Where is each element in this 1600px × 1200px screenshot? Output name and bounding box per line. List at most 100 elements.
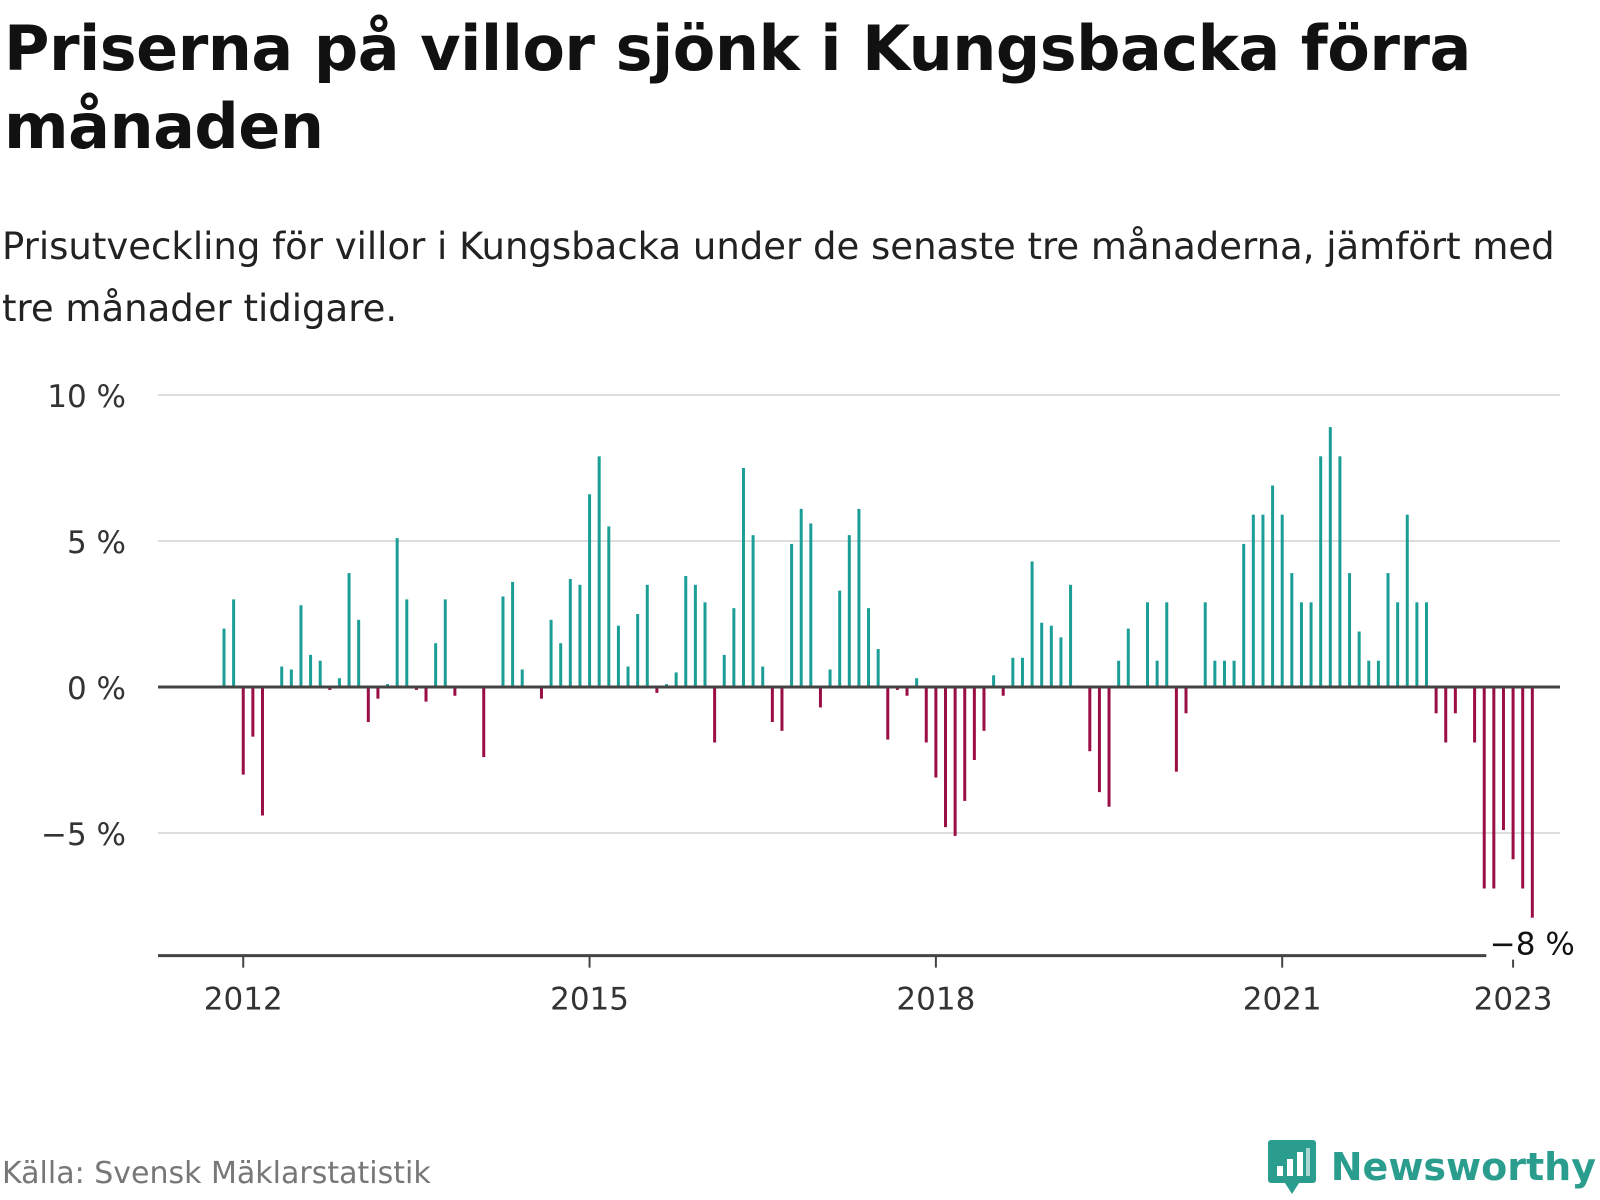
bar bbox=[280, 666, 284, 687]
bar bbox=[1107, 687, 1111, 807]
bar bbox=[1501, 687, 1505, 831]
bar bbox=[838, 590, 842, 687]
bar bbox=[309, 654, 313, 687]
bar bbox=[1001, 687, 1005, 696]
bar bbox=[1367, 660, 1371, 687]
bar bbox=[568, 578, 572, 687]
bar bbox=[1271, 485, 1275, 687]
bar bbox=[876, 649, 880, 687]
bar bbox=[1213, 660, 1217, 687]
bar bbox=[520, 669, 524, 687]
bar bbox=[1222, 660, 1226, 687]
bar bbox=[799, 508, 803, 687]
bar bbox=[318, 660, 322, 687]
bar bbox=[1444, 687, 1448, 743]
bar bbox=[1117, 660, 1121, 687]
bar bbox=[222, 628, 226, 687]
y-axis-labels: 10 % 5 % 0 % −5 % bbox=[41, 379, 126, 853]
bar bbox=[347, 573, 351, 687]
bar bbox=[655, 687, 659, 693]
bar bbox=[1415, 602, 1419, 687]
bar bbox=[1040, 622, 1044, 687]
bar bbox=[1069, 584, 1073, 687]
bar bbox=[934, 687, 938, 778]
bar bbox=[1011, 657, 1015, 687]
bar bbox=[616, 625, 620, 687]
bar bbox=[424, 687, 428, 702]
bar bbox=[578, 584, 582, 687]
bar bbox=[674, 672, 678, 687]
bar bbox=[260, 687, 264, 816]
bar bbox=[693, 584, 697, 687]
bar bbox=[588, 494, 592, 687]
bar bbox=[1126, 628, 1130, 687]
bar bbox=[1521, 687, 1525, 889]
bar bbox=[1348, 573, 1352, 687]
bar bbox=[847, 535, 851, 687]
bar bbox=[1319, 456, 1323, 687]
x-tick-label: 2012 bbox=[204, 982, 283, 1018]
bar bbox=[241, 687, 245, 775]
bar bbox=[770, 687, 774, 723]
bar bbox=[1203, 602, 1207, 687]
bar bbox=[713, 687, 717, 743]
bar bbox=[1473, 687, 1477, 743]
bar bbox=[1242, 543, 1246, 687]
bar bbox=[1453, 687, 1457, 714]
bar bbox=[289, 669, 293, 687]
bar bbox=[722, 654, 726, 687]
bar bbox=[1261, 514, 1265, 687]
bar bbox=[549, 619, 553, 687]
bar bbox=[1020, 657, 1024, 687]
bar bbox=[357, 619, 361, 687]
bar bbox=[1030, 561, 1034, 687]
bar bbox=[1165, 602, 1169, 687]
bar bbox=[251, 687, 255, 737]
y-tick-label: 5 % bbox=[67, 525, 126, 561]
y-tick-label: 10 % bbox=[47, 379, 126, 415]
bar bbox=[1376, 660, 1380, 687]
x-tick-label: 2018 bbox=[896, 982, 975, 1018]
bar-chart: 10 % 5 % 0 % −5 % 2012 2015 2018 2021 2023 −8 % bbox=[41, 379, 1579, 1018]
bar bbox=[636, 614, 640, 687]
bar bbox=[1511, 687, 1515, 860]
x-tick-label: 2021 bbox=[1243, 982, 1322, 1018]
bar bbox=[1425, 602, 1428, 687]
bar bbox=[645, 584, 649, 687]
x-tick-label: 2015 bbox=[550, 982, 629, 1018]
chart-title: Priserna på villor sjönk i Kungsbacka fö… bbox=[4, 12, 1471, 163]
bar bbox=[1280, 514, 1284, 687]
bar bbox=[626, 666, 630, 687]
bar bbox=[1290, 573, 1294, 687]
bar bbox=[337, 678, 341, 687]
bar bbox=[1155, 660, 1159, 687]
bar bbox=[972, 687, 976, 760]
bar bbox=[1492, 687, 1496, 889]
bar bbox=[299, 605, 303, 687]
bar bbox=[1482, 687, 1486, 889]
bar bbox=[732, 608, 736, 687]
bar bbox=[1184, 687, 1188, 714]
bar bbox=[482, 687, 486, 758]
bar bbox=[818, 687, 822, 708]
last-value-label-bg bbox=[1486, 925, 1579, 960]
bar bbox=[963, 687, 967, 801]
y-tick-label: −5 % bbox=[41, 817, 126, 853]
chart-subtitle: Prisutveckling för villor i Kungsbacka u… bbox=[2, 225, 1555, 330]
bar bbox=[395, 538, 399, 687]
bar bbox=[790, 543, 794, 687]
bar bbox=[944, 687, 947, 828]
bar bbox=[232, 599, 236, 687]
bar bbox=[1357, 631, 1361, 687]
bar bbox=[857, 508, 861, 687]
bar bbox=[511, 581, 515, 687]
bar bbox=[1232, 660, 1236, 687]
last-value-label: −8 % bbox=[1490, 927, 1575, 963]
bars bbox=[222, 427, 1534, 918]
bar bbox=[1299, 602, 1303, 687]
bar bbox=[828, 669, 832, 687]
bar bbox=[886, 687, 890, 740]
bar bbox=[559, 643, 563, 687]
bar bbox=[443, 599, 447, 687]
bar bbox=[924, 687, 928, 743]
